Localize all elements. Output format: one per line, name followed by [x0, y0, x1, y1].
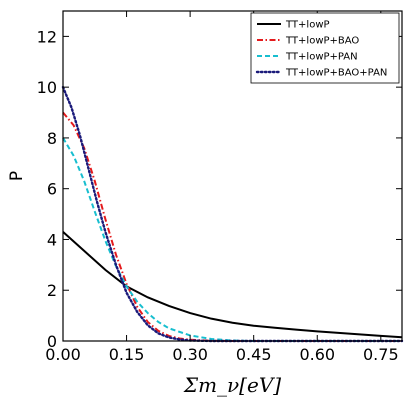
series-line-4 — [61, 85, 404, 343]
legend-label-1: TT+lowP — [285, 20, 330, 31]
y-tick-label: 0 — [47, 332, 57, 351]
series-layer — [61, 85, 404, 343]
x-axis-ticks: 0.00 0.15 0.30 0.45 0.60 0.75 — [45, 11, 399, 364]
y-tick-label: 6 — [47, 180, 57, 199]
y-axis-label: P — [7, 171, 27, 181]
series-line-1 — [62, 231, 403, 339]
y-tick-label: 2 — [47, 281, 57, 300]
y-axis-ticks: 0 2 4 6 8 10 12 — [37, 27, 402, 351]
legend-label-2: TT+lowP+BAO — [285, 36, 359, 47]
x-tick-label: 0.00 — [45, 345, 81, 364]
x-tick-label: 0.15 — [109, 345, 145, 364]
plot-frame — [62, 10, 403, 342]
legend-label-3: TT+lowP+PAN — [285, 52, 358, 63]
legend-label-4: TT+lowP+BAO+PAN — [285, 68, 387, 79]
x-tick-label: 0.75 — [363, 345, 399, 364]
y-tick-label: 12 — [37, 27, 57, 46]
x-tick-label: 0.45 — [236, 345, 272, 364]
x-tick-label: 0.30 — [172, 345, 208, 364]
y-tick-label: 8 — [47, 129, 57, 148]
series-line-3 — [62, 137, 402, 342]
x-tick-label: 0.60 — [299, 345, 335, 364]
legend: TT+lowP TT+lowP+BAO TT+lowP+PAN TT+lowP+BAO… — [250, 12, 400, 84]
series-line-2 — [62, 111, 402, 342]
x-axis-label: Σm_ν[eV] — [183, 373, 281, 397]
y-tick-label: 10 — [37, 78, 57, 97]
y-tick-label: 4 — [47, 230, 57, 249]
